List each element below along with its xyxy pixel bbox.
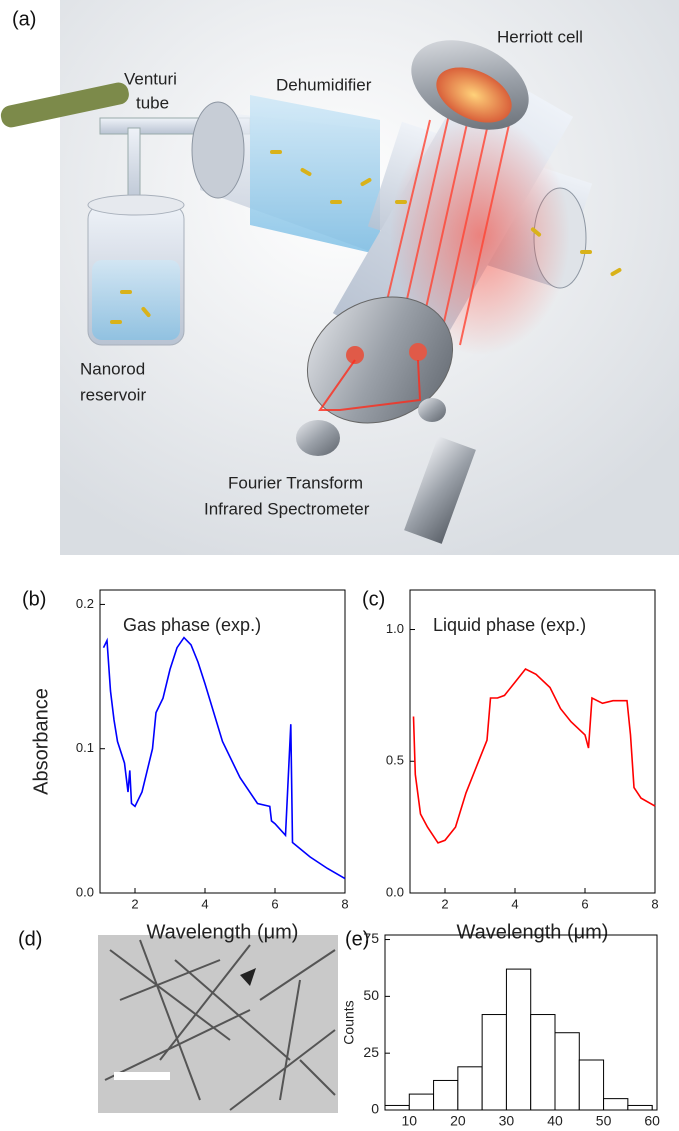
y-tick-label: 25 — [363, 1044, 379, 1060]
histogram-bar — [433, 1079, 459, 1111]
y-tick-label: 0 — [371, 1101, 379, 1117]
y-tick-label: 0.5 — [386, 753, 404, 768]
reservoir-liquid — [92, 260, 180, 340]
panel-label: (b) — [22, 588, 46, 610]
illustration-label: Infrared Spectrometer — [204, 499, 370, 518]
nanoplate — [240, 968, 256, 986]
histogram-bar — [530, 1014, 556, 1111]
data-line — [102, 636, 346, 880]
y-axis-label: Counts — [341, 1000, 357, 1044]
illustration — [0, 0, 679, 555]
illustration-label: Herriott cell — [497, 27, 583, 46]
illustration-label: reservoir — [80, 385, 146, 404]
x-tick-label: 30 — [499, 1113, 515, 1126]
x-tick-label: 2 — [131, 896, 138, 911]
panel-label: (d) — [18, 928, 42, 950]
x-axis-label: Wavelength (μm) — [457, 921, 609, 943]
mirror-left — [296, 420, 340, 456]
x-axis-label: Wavelength (μm) — [147, 921, 299, 943]
histogram-bar — [481, 1014, 507, 1111]
x-tick-label: 2 — [441, 896, 448, 911]
annotation: Liquid phase (exp.) — [433, 615, 586, 635]
window — [409, 343, 427, 361]
scale-bar — [114, 1072, 170, 1080]
beam-path — [318, 359, 422, 411]
x-tick-label: 4 — [201, 896, 208, 911]
y-tick-label: 1.0 — [386, 621, 404, 636]
plot-frame — [409, 589, 656, 894]
spectrometer — [404, 436, 476, 544]
duct-opening — [191, 101, 245, 199]
plot-frame — [99, 589, 346, 894]
micrograph-background — [98, 935, 338, 1113]
illustration-label: Dehumidifier — [276, 75, 372, 94]
x-tick-label: 6 — [271, 896, 278, 911]
x-tick-label: 10 — [401, 1113, 417, 1126]
histogram-bar — [554, 1032, 580, 1111]
y-tick-label: 0.0 — [76, 884, 94, 899]
supply-hose — [0, 82, 129, 128]
histogram-bar — [457, 1066, 483, 1111]
x-tick-label: 4 — [511, 896, 518, 911]
nanorods — [110, 150, 622, 324]
dehumidifier-body — [250, 95, 380, 255]
histogram-bar — [505, 968, 532, 1111]
y-tick-label: 0.0 — [386, 884, 404, 899]
annotation: Gas phase (exp.) — [123, 615, 261, 635]
nanorod-images — [104, 939, 336, 1111]
y-axis-label: Absorbance — [30, 688, 52, 795]
histogram-bar — [408, 1093, 435, 1111]
window — [346, 346, 364, 364]
data-line — [412, 667, 656, 844]
mirror — [436, 67, 512, 123]
illustration-label: Venturi — [124, 69, 177, 88]
y-tick-label: 0.2 — [76, 596, 94, 611]
illustration-label: Fourier Transform — [228, 473, 363, 492]
x-tick-label: 8 — [651, 896, 658, 911]
histogram-bar — [578, 1059, 605, 1111]
panel-label: (e) — [345, 928, 369, 950]
illustration-label: Nanorod — [80, 359, 145, 378]
y-tick-label: 75 — [363, 930, 379, 946]
histogram-bar — [603, 1098, 629, 1111]
y-tick-label: 50 — [363, 987, 379, 1003]
x-tick-label: 6 — [581, 896, 588, 911]
x-tick-label: 40 — [547, 1113, 563, 1126]
x-tick-label: 50 — [596, 1113, 612, 1126]
panel-label: (c) — [362, 588, 385, 610]
micrograph — [98, 935, 338, 1113]
x-tick-label: 60 — [644, 1113, 660, 1126]
panel-label: (a) — [12, 8, 36, 30]
herriott-cell-bottom-flange — [306, 296, 454, 424]
illustration-label: tube — [136, 93, 169, 112]
x-tick-label: 20 — [450, 1113, 466, 1126]
laser-beams — [379, 109, 511, 346]
histogram-bar — [627, 1104, 653, 1111]
x-tick-label: 8 — [341, 896, 348, 911]
histogram-bar — [384, 1104, 410, 1111]
mirror-right — [418, 398, 446, 422]
reservoir-lid — [87, 194, 185, 216]
y-tick-label: 0.1 — [76, 740, 94, 755]
